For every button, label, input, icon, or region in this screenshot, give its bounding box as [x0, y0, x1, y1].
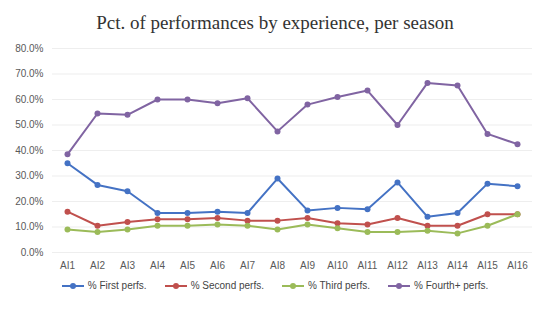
svg-text:AI6: AI6 — [210, 260, 225, 271]
svg-text:AI15: AI15 — [477, 260, 498, 271]
svg-text:AI2: AI2 — [90, 260, 105, 271]
html-text:% Fourth+ perfs.: % Fourth+ perfs. — [414, 280, 489, 291]
svg-text:AI5: AI5 — [180, 260, 195, 271]
svg-text:10.0%: 10.0% — [15, 221, 43, 232]
svg-text:0.0%: 0.0% — [21, 247, 44, 258]
html-text:Pct. of performances by experi: Pct. of performances by experience, per … — [96, 12, 454, 33]
svg-text:AI1: AI1 — [60, 260, 75, 271]
svg-text:60.0%: 60.0% — [15, 94, 43, 105]
svg-text:AI12: AI12 — [387, 260, 408, 271]
svg-text:80.0%: 80.0% — [15, 43, 43, 54]
svg-text:40.0%: 40.0% — [15, 145, 43, 156]
svg-text:AI8: AI8 — [270, 260, 285, 271]
html-text:% Third perfs.: % Third perfs. — [308, 280, 371, 291]
svg-text:AI3: AI3 — [120, 260, 135, 271]
svg-text:AI14: AI14 — [447, 260, 468, 271]
svg-text:AI16: AI16 — [507, 260, 528, 271]
svg-text:AI9: AI9 — [300, 260, 315, 271]
svg-text:AI13: AI13 — [417, 260, 438, 271]
svg-text:70.0%: 70.0% — [15, 68, 43, 79]
svg-text:50.0%: 50.0% — [15, 119, 43, 130]
svg-text:AI7: AI7 — [240, 260, 255, 271]
html-text:% Second perfs.: % Second perfs. — [190, 280, 264, 291]
svg-text:30.0%: 30.0% — [15, 170, 43, 181]
svg-text:AI4: AI4 — [150, 260, 165, 271]
svg-text:AI10: AI10 — [327, 260, 348, 271]
html-text:% First perfs.: % First perfs. — [87, 280, 147, 291]
svg-text:AI11: AI11 — [358, 260, 378, 271]
svg-text:20.0%: 20.0% — [15, 196, 43, 207]
